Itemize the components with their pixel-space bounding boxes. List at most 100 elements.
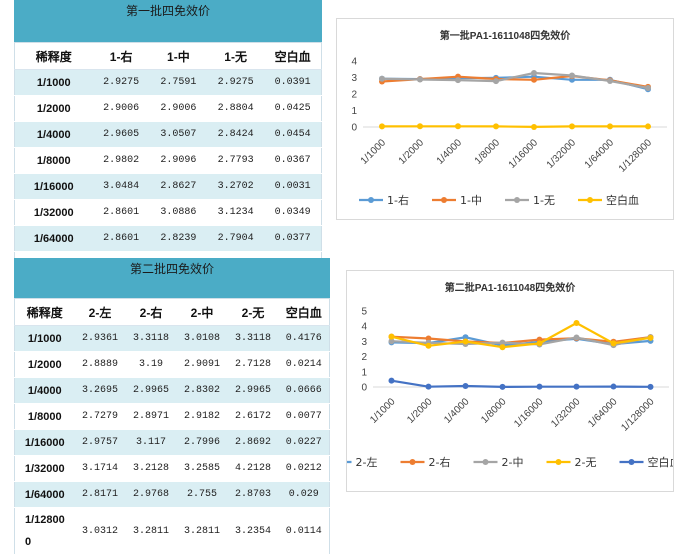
value-cell: 2.8424 [207, 121, 265, 148]
x-tick-label: 1/128000 [619, 396, 657, 434]
x-tick-label: 1/1000 [368, 396, 398, 426]
x-tick-label: 1/8000 [479, 396, 509, 426]
data-point [607, 123, 613, 130]
value-cell: 2.7591 [149, 69, 207, 96]
value-cell: 2.9096 [149, 147, 207, 174]
value-cell: 2.8692 [227, 429, 279, 456]
table-row: 1/4000 3.2695 2.9965 2.8302 2.9965 0.0666 [14, 377, 330, 404]
data-point [573, 319, 580, 326]
value-cell: 3.2354 [227, 507, 279, 555]
legend-marker [482, 459, 489, 465]
x-tick-label: 1/4000 [435, 137, 465, 167]
legend-label: 空白血 [606, 193, 639, 207]
dilution-cell: 1/64000 [14, 225, 93, 252]
value-cell: 0.0367 [264, 147, 322, 174]
data-point [379, 123, 385, 130]
data-point [647, 383, 654, 390]
data-point [455, 77, 461, 84]
data-point [569, 123, 575, 130]
dilution-cell: 1/12800 0 [14, 507, 75, 555]
legend-marker [368, 197, 374, 203]
data-point [388, 333, 395, 340]
chart-title: 第一批PA1-1611048四免效价 [440, 29, 571, 42]
legend-label: 空白血 [648, 455, 674, 469]
data-point [569, 72, 575, 79]
value-cell: 3.1234 [207, 199, 265, 226]
value-cell: 2.7279 [74, 403, 126, 430]
x-tick-label: 1/128000 [617, 137, 655, 175]
table-row: 1/2000 2.8889 3.19 2.9091 2.7128 0.0214 [14, 351, 330, 378]
table-row: 1/16000 2.9757 3.117 2.7996 2.8692 0.0227 [14, 429, 330, 456]
legend-label: 1-右 [387, 193, 409, 207]
value-cell: 2.7904 [207, 225, 265, 252]
value-cell: 2.7793 [207, 147, 265, 174]
legend-marker [514, 197, 520, 203]
dilution-cell: 1/2000 [14, 95, 93, 122]
data-point [499, 344, 506, 351]
value-cell: 4.2128 [227, 455, 279, 482]
table-row: 1/32000 3.1714 3.2128 3.2585 4.2128 0.0212 [14, 455, 330, 482]
value-cell: 2.9757 [74, 429, 126, 456]
table-row: 1/4000 2.9605 3.0507 2.8424 0.0454 [14, 121, 322, 148]
legend-marker [409, 459, 416, 465]
value-cell: 0.0454 [264, 121, 322, 148]
data-point [417, 76, 423, 83]
value-cell: 2.9182 [176, 403, 228, 430]
column-header: 稀释度 [14, 42, 93, 70]
table-row: 1/1000 2.9361 3.3118 3.0108 3.3118 0.4176 [14, 325, 330, 352]
series-line [381, 71, 649, 90]
dilution-cell: 1/64000 [14, 481, 75, 508]
data-point [455, 123, 461, 130]
data-point [388, 338, 395, 345]
legend-marker [587, 197, 593, 203]
column-header: 1-无 [207, 42, 265, 70]
column-header: 空白血 [278, 298, 330, 326]
value-cell: 2.9275 [92, 69, 150, 96]
data-point [536, 383, 543, 390]
legend-marker [441, 197, 447, 203]
table-row: 1/64000 2.8601 2.8239 2.7904 0.0377 [14, 225, 322, 252]
dilution-cell: 1/16000 [14, 173, 93, 200]
value-cell: 2.8703 [227, 481, 279, 508]
data-point [493, 78, 499, 85]
data-point [417, 123, 423, 130]
table-2-grid: 稀释度 2-左 2-右 2-中 2-无 空白血 1/1000 2.9361 3.3118 3.0… [14, 298, 330, 555]
value-cell: 3.0507 [149, 121, 207, 148]
column-header: 2-左 [74, 298, 126, 326]
value-cell: 2.9605 [92, 121, 150, 148]
legend-label: 2-左 [356, 456, 378, 469]
column-header: 空白血 [264, 42, 322, 70]
data-point [531, 70, 537, 77]
data-point [645, 123, 651, 130]
series-line [391, 336, 651, 347]
data-point [531, 76, 537, 83]
dilution-cell: 1/4000 [14, 121, 93, 148]
chart-batch-1: 第一批PA1-1611048四免效价 0 1 2 3 4 1/1000 1/2000 1/400… [336, 18, 674, 220]
value-cell: 2.9275 [207, 69, 265, 96]
chart-2-svg: 第二批PA1-1611048四免效价 0 1 2 3 4 5 1/1000 1/2000 1/40… [347, 281, 674, 469]
table-row: 1/12800 0 3.0312 3.2811 3.2811 3.2354 0.0114 [14, 507, 330, 555]
x-tick-label: 1/4000 [442, 396, 472, 426]
table-1-grid: 稀释度 1-右 1-中 1-无 空白血 1/1000 2.9275 2.7591 2.9275… [14, 42, 322, 278]
value-cell: 0.0114 [278, 507, 330, 555]
value-cell: 3.2695 [74, 377, 126, 404]
value-cell: 0.029 [278, 481, 330, 508]
y-tick-label: 1 [361, 367, 367, 378]
column-header: 2-无 [227, 298, 279, 326]
y-tick-label: 3 [361, 337, 367, 348]
data-point [462, 338, 469, 345]
data-point [462, 334, 469, 341]
dilution-cell: 1/8000 [14, 403, 75, 430]
x-tick-label: 1/1000 [359, 137, 389, 167]
y-tick-label: 5 [361, 307, 367, 318]
chart-title: 第二批PA1-1611048四免效价 [445, 281, 576, 294]
x-tick-label: 1/64000 [586, 396, 620, 430]
x-tick-label: 1/16000 [507, 137, 541, 171]
value-cell: 3.1714 [74, 455, 126, 482]
value-cell: 2.7128 [227, 351, 279, 378]
column-header: 2-右 [125, 298, 177, 326]
value-cell: 3.2128 [125, 455, 177, 482]
table-1-header-band [14, 22, 322, 42]
value-cell: 0.0212 [278, 455, 330, 482]
value-cell: 2.8889 [74, 351, 126, 378]
